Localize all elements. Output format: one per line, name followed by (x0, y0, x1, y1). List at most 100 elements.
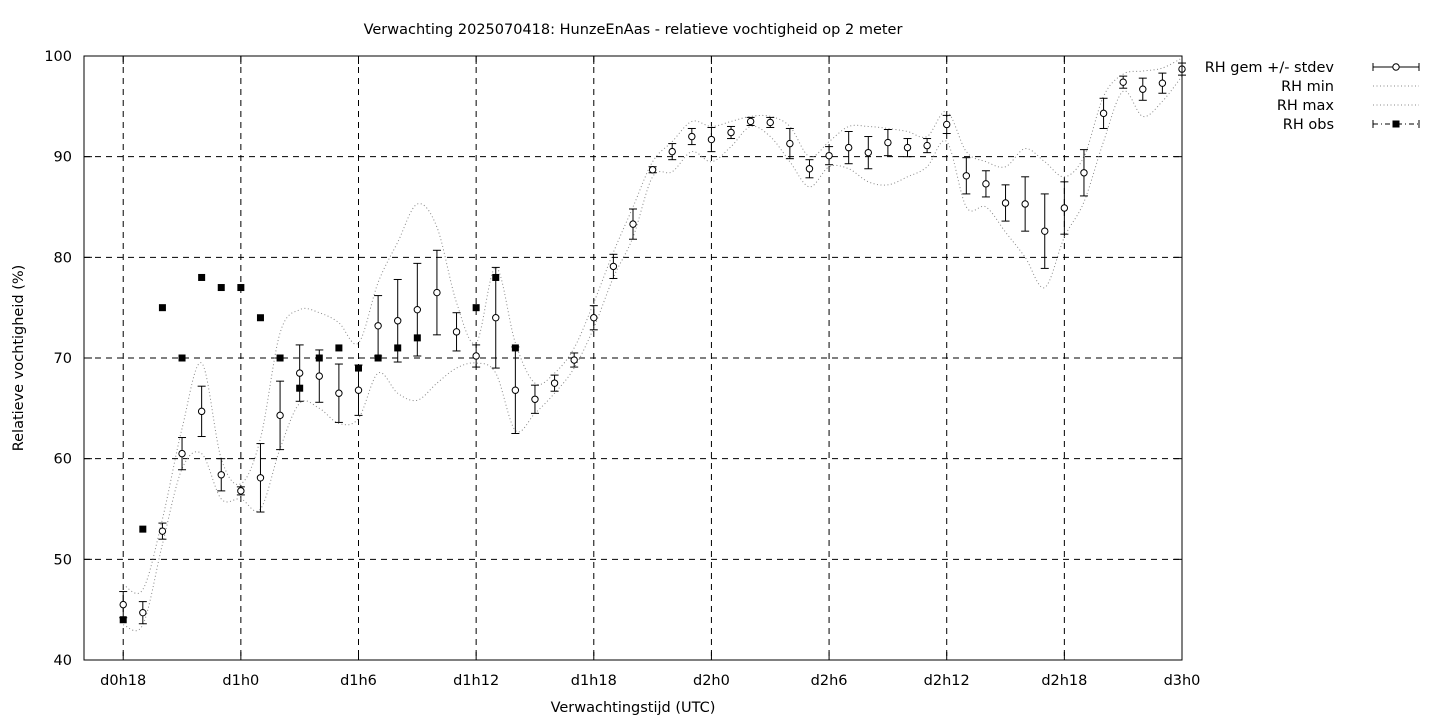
x-tick-label: d1h6 (340, 673, 377, 689)
rh-mean-marker (197, 407, 206, 416)
rh-mean-marker (766, 118, 774, 127)
legend-swatch-marker (1392, 63, 1400, 71)
rh-mean-marker (256, 474, 265, 482)
rh-obs-marker (158, 304, 166, 312)
rh-mean-marker (315, 372, 323, 380)
rh-mean-marker (1041, 227, 1049, 235)
rh-mean-marker (295, 369, 304, 377)
rh-mean-point (883, 128, 892, 157)
rh-mean-point (864, 136, 873, 170)
rh-mean-marker (590, 314, 598, 322)
rh-mean-point (236, 486, 245, 496)
rh-mean-point (707, 126, 716, 153)
rh-obs-marker (511, 344, 519, 352)
rh-obs-marker (119, 616, 127, 624)
rh-mean-point (1158, 72, 1167, 94)
rh-mean-point (1079, 149, 1088, 197)
rh-mean-marker (844, 143, 853, 152)
rh-obs-marker (178, 354, 186, 362)
y-tick-label: 60 (54, 452, 72, 468)
rh-mean-marker (786, 139, 794, 148)
rh-mean-point (1138, 77, 1147, 101)
rh-mean-point (844, 131, 853, 165)
rh-mean-marker (982, 180, 990, 188)
rh-mean-point (452, 312, 461, 352)
rh-mean-marker (923, 141, 931, 150)
rh-mean-marker (452, 328, 461, 336)
rh-mean-marker (1021, 200, 1029, 208)
rh-mean-marker (531, 395, 539, 403)
y-tick-label: 100 (44, 49, 72, 65)
rh-mean-point (276, 380, 285, 451)
rh-obs-marker (355, 364, 362, 372)
rh-mean-point (472, 344, 481, 368)
rh-mean-marker (217, 471, 225, 479)
rh-mean-point (648, 166, 657, 174)
rh-mean-point (1060, 181, 1069, 235)
rh-mean-marker (354, 386, 363, 394)
rh-mean-point (334, 363, 343, 423)
rh-obs-marker (139, 525, 147, 533)
legend: RH gem +/- stdev RH min RH max RH obs (1205, 60, 1420, 133)
x-tick-label: d1h12 (453, 673, 499, 689)
rh-mean-point (687, 127, 696, 146)
rh-mean-point (668, 143, 677, 161)
rh-mean-point (1119, 75, 1128, 89)
rh-mean-marker (903, 143, 912, 152)
rh-mean-marker (1119, 78, 1127, 86)
rh-mean-marker (550, 379, 559, 387)
rh-mean-marker (864, 148, 872, 157)
rh-mean-point (629, 208, 637, 240)
rh-mean-marker (884, 138, 892, 147)
legend-label: RH max (1277, 98, 1335, 114)
rh-mean-point (217, 458, 226, 492)
legend-label: RH gem +/- stdev (1205, 60, 1335, 76)
rh-mean-marker (962, 172, 971, 180)
rh-mean-marker (511, 386, 520, 394)
x-tick-label: d1h0 (222, 673, 259, 689)
x-tick-label: d1h18 (571, 673, 617, 689)
rh-mean-point (825, 146, 834, 166)
rh-mean-point (530, 384, 539, 414)
x-tick-label: d2h6 (811, 673, 848, 689)
rh-obs-marker (374, 354, 382, 362)
rh-mean-marker (178, 449, 186, 458)
rh-mean-marker (727, 128, 735, 137)
rh-mean-marker (668, 147, 676, 156)
rh-obs-marker (198, 273, 206, 281)
rh-mean-point (511, 346, 520, 434)
rh-obs-marker (492, 273, 500, 281)
rh-mean-point (766, 116, 775, 128)
rh-mean-point (158, 522, 167, 540)
y-tick-label: 50 (54, 552, 72, 568)
rh-mean-marker (335, 389, 343, 397)
rh-mean-point (413, 262, 422, 357)
rh-mean-point (491, 266, 500, 369)
rh-mean-marker (119, 600, 127, 609)
rh-mean-point (727, 125, 736, 140)
rh-obs-marker (335, 344, 343, 352)
rh-mean-marker (433, 288, 441, 297)
rh-mean-point (178, 437, 187, 471)
rh-mean-marker (609, 262, 618, 271)
rh-mean-marker (707, 135, 716, 144)
rh-obs-marker (394, 344, 402, 352)
rh-mean-marker (1060, 204, 1069, 212)
y-tick-label: 70 (54, 351, 72, 367)
rh-mean-marker (1139, 85, 1147, 93)
rh-mean-marker (1001, 199, 1010, 207)
rh-mean-marker (746, 117, 755, 126)
legend-swatch-marker (1392, 120, 1400, 128)
rh-mean-marker (374, 322, 382, 330)
x-tick-label: d2h12 (924, 673, 970, 689)
rh-mean-marker (825, 151, 833, 160)
rh-mean-marker (629, 220, 637, 228)
rh-obs-marker (217, 284, 225, 292)
rh-mean-marker (276, 411, 284, 420)
series-layer (119, 57, 1186, 632)
rh-mean-marker (805, 165, 814, 173)
rh-mean-point (942, 114, 951, 135)
rh-mean-point (256, 443, 265, 513)
y-tick-label: 90 (54, 150, 72, 166)
chart-title: Verwachting 2025070418: HunzeEnAas - rel… (364, 22, 903, 38)
